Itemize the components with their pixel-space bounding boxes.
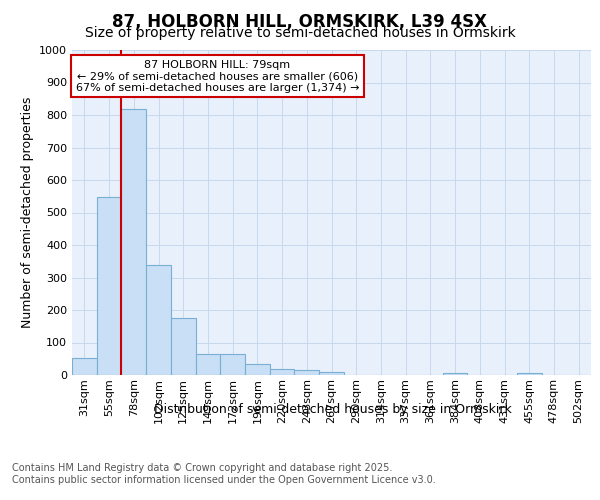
Bar (517, 374, 542, 375)
Bar (146, 265, 171, 375)
Text: Contains HM Land Registry data © Crown copyright and database right 2025.
Contai: Contains HM Land Registry data © Crown c… (12, 464, 436, 485)
Bar (220, 354, 245, 375)
Bar (121, 108, 146, 375)
Text: Size of property relative to semi-detached houses in Ormskirk: Size of property relative to semi-detach… (85, 26, 515, 40)
Bar (97, 197, 121, 375)
Bar (171, 318, 196, 375)
Text: 87 HOLBORN HILL: 79sqm
← 29% of semi-detached houses are smaller (606)
67% of se: 87 HOLBORN HILL: 79sqm ← 29% of semi-det… (76, 60, 359, 93)
Text: Distribution of semi-detached houses by size in Ormskirk: Distribution of semi-detached houses by … (154, 402, 512, 415)
Bar (72, 358, 97, 375)
Bar (270, 369, 295, 375)
Text: 87, HOLBORN HILL, ORMSKIRK, L39 4SX: 87, HOLBORN HILL, ORMSKIRK, L39 4SX (113, 12, 487, 30)
Bar (196, 354, 220, 375)
Bar (295, 370, 319, 375)
Bar (245, 364, 270, 375)
Y-axis label: Number of semi-detached properties: Number of semi-detached properties (20, 97, 34, 328)
Bar (443, 374, 467, 375)
Bar (319, 372, 344, 375)
